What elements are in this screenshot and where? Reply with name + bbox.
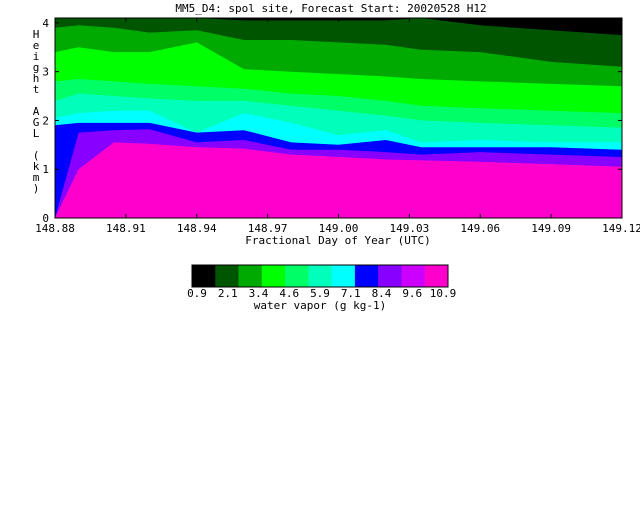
y-axis-label-char: G (33, 116, 40, 129)
x-tick-label: 149.12 (602, 222, 640, 235)
y-axis: 0 1 2 3 4 (42, 17, 622, 225)
y-axis-label-char: L (33, 127, 40, 140)
y-axis-label-char: h (33, 72, 40, 85)
x-tick-label: 148.94 (177, 222, 217, 235)
colorbar-tick-label: 0.9 (187, 287, 207, 300)
y-tick-label: 2 (42, 114, 49, 127)
colorbar: 0.9 2.1 3.4 4.6 5.9 7.1 8.4 9.6 10.9 (187, 264, 457, 300)
y-axis-label-char: ) (33, 182, 40, 195)
contour-fills (55, 18, 622, 219)
y-axis-label-char: g (33, 61, 40, 74)
colorbar-tick-label: 8.4 (372, 287, 392, 300)
y-axis-label-char: i (33, 50, 40, 63)
y-tick-label: 1 (42, 163, 49, 176)
colorbar-swatch (261, 265, 286, 287)
colorbar-tick-label: 9.6 (402, 287, 422, 300)
x-tick-label: 149.03 (390, 222, 430, 235)
x-tick-label: 149.00 (319, 222, 359, 235)
y-axis-label-char: e (33, 39, 40, 52)
y-axis-label-char: m (33, 171, 40, 184)
x-tick-label: 149.06 (460, 222, 500, 235)
x-tick-label: 148.97 (248, 222, 288, 235)
y-axis-label-char: H (33, 28, 40, 41)
chart-title: MM5_D4: spol site, Forecast Start: 20020… (175, 2, 486, 15)
colorbar-swatch (308, 265, 333, 287)
colorbar-swatch (354, 265, 379, 287)
x-tick-label: 148.91 (106, 222, 146, 235)
x-tick-label: 149.09 (531, 222, 571, 235)
y-axis-label-char: ( (33, 149, 40, 162)
colorbar-swatch (238, 265, 263, 287)
contour-band-highest (55, 142, 622, 218)
colorbar-swatch (331, 265, 356, 287)
colorbar-swatch (378, 265, 402, 287)
colorbar-label: water vapor (g kg-1) (254, 299, 386, 312)
x-axis-label: Fractional Day of Year (UTC) (245, 234, 430, 247)
x-axis: 148.88 148.91 148.94 148.97 149.00 149.03 149.… (35, 18, 640, 235)
y-tick-label: 0 (42, 212, 49, 225)
y-axis-label-char: k (33, 160, 40, 173)
y-axis-label-char: A (33, 105, 40, 118)
colorbar-swatch (215, 265, 240, 287)
colorbar-swatch (285, 265, 309, 287)
y-tick-label: 4 (42, 17, 49, 30)
colorbar-swatch (192, 265, 216, 287)
colorbar-tick-label: 5.9 (310, 287, 330, 300)
colorbar-tick-label: 3.4 (249, 287, 269, 300)
colorbar-tick-label: 7.1 (341, 287, 361, 300)
colorbar-swatch (401, 265, 426, 287)
x-tick-label: 148.88 (35, 222, 75, 235)
colorbar-frame (191, 264, 449, 288)
colorbar-tick-label: 10.9 (430, 287, 457, 300)
colorbar-tick-label: 4.6 (279, 287, 299, 300)
y-axis-label-char: t (33, 83, 40, 96)
y-tick-label: 3 (42, 66, 49, 79)
colorbar-swatch (424, 265, 449, 287)
colorbar-tick-label: 2.1 (218, 287, 238, 300)
